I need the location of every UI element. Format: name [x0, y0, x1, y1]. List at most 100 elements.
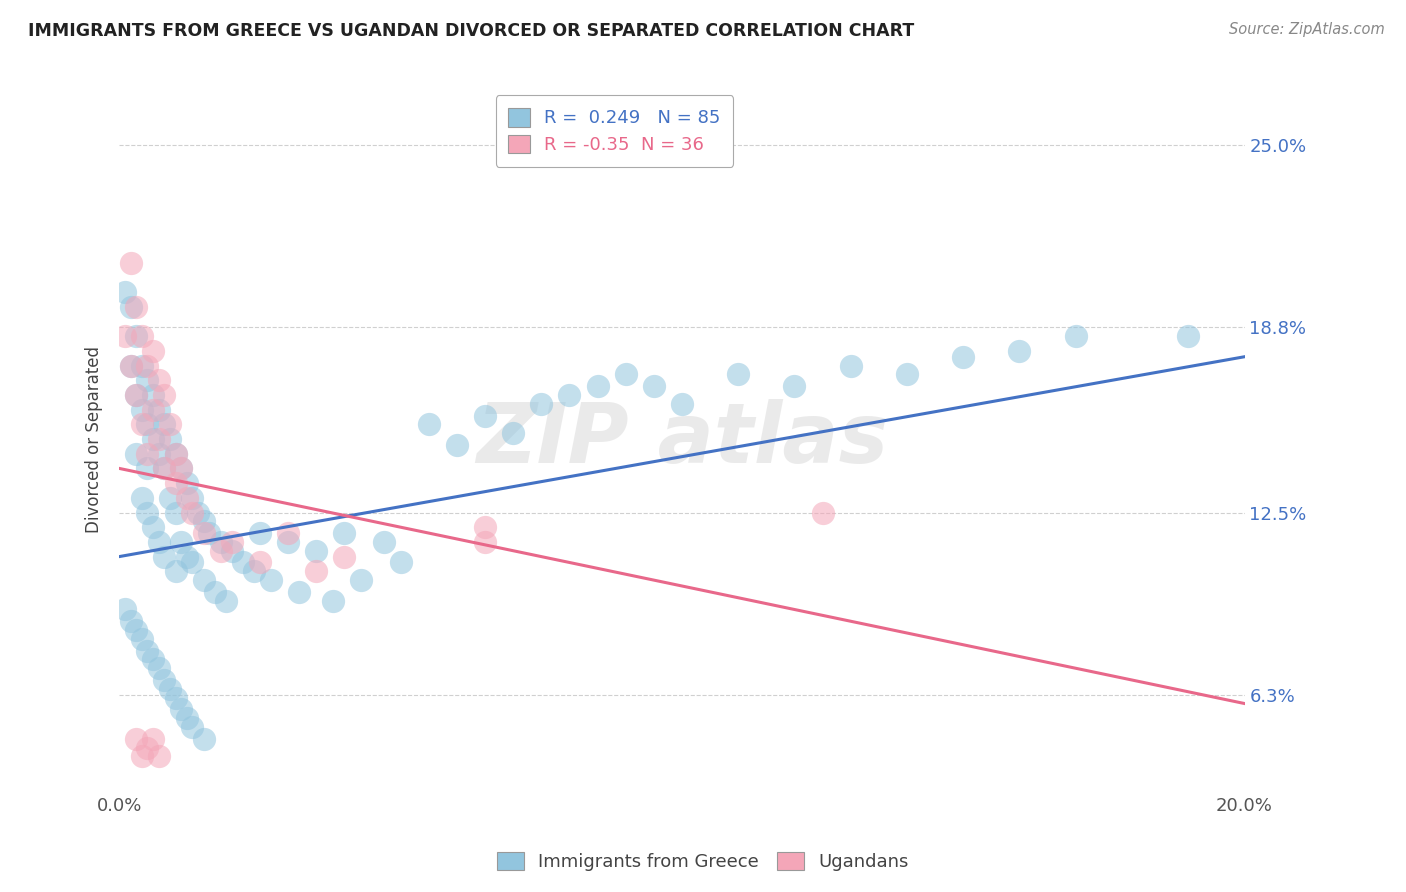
Point	[643, 379, 665, 393]
Point	[671, 397, 693, 411]
Point	[727, 368, 749, 382]
Point	[305, 543, 328, 558]
Point	[148, 373, 170, 387]
Point	[277, 526, 299, 541]
Point	[142, 652, 165, 666]
Point	[418, 417, 440, 432]
Point	[170, 461, 193, 475]
Point	[120, 359, 142, 373]
Point	[114, 329, 136, 343]
Point	[136, 506, 159, 520]
Point	[1177, 329, 1199, 343]
Point	[131, 749, 153, 764]
Point	[198, 526, 221, 541]
Point	[148, 535, 170, 549]
Point	[153, 417, 176, 432]
Point	[153, 549, 176, 564]
Point	[474, 409, 496, 423]
Point	[165, 447, 187, 461]
Point	[136, 417, 159, 432]
Point	[170, 535, 193, 549]
Point	[783, 379, 806, 393]
Point	[165, 447, 187, 461]
Point	[148, 749, 170, 764]
Point	[142, 731, 165, 746]
Point	[165, 690, 187, 705]
Point	[373, 535, 395, 549]
Point	[187, 506, 209, 520]
Point	[243, 564, 266, 578]
Point	[136, 447, 159, 461]
Point	[260, 573, 283, 587]
Point	[148, 402, 170, 417]
Point	[215, 593, 238, 607]
Point	[165, 506, 187, 520]
Point	[586, 379, 609, 393]
Point	[142, 388, 165, 402]
Point	[153, 461, 176, 475]
Point	[114, 285, 136, 299]
Point	[142, 520, 165, 534]
Point	[952, 350, 974, 364]
Point	[120, 614, 142, 628]
Point	[120, 256, 142, 270]
Point	[193, 731, 215, 746]
Point	[249, 556, 271, 570]
Point	[120, 359, 142, 373]
Point	[558, 388, 581, 402]
Point	[131, 329, 153, 343]
Point	[333, 549, 356, 564]
Point	[114, 602, 136, 616]
Point	[148, 432, 170, 446]
Point	[193, 526, 215, 541]
Point	[131, 359, 153, 373]
Point	[333, 526, 356, 541]
Point	[125, 623, 148, 637]
Point	[136, 461, 159, 475]
Point	[136, 740, 159, 755]
Point	[839, 359, 862, 373]
Point	[125, 731, 148, 746]
Point	[142, 343, 165, 358]
Legend: R =  0.249   N = 85, R = -0.35  N = 36: R = 0.249 N = 85, R = -0.35 N = 36	[495, 95, 734, 167]
Point	[136, 643, 159, 657]
Point	[305, 564, 328, 578]
Point	[131, 402, 153, 417]
Point	[277, 535, 299, 549]
Text: ZIP atlas: ZIP atlas	[475, 399, 889, 480]
Point	[288, 585, 311, 599]
Point	[176, 491, 198, 505]
Point	[232, 556, 254, 570]
Point	[209, 535, 232, 549]
Text: IMMIGRANTS FROM GREECE VS UGANDAN DIVORCED OR SEPARATED CORRELATION CHART: IMMIGRANTS FROM GREECE VS UGANDAN DIVORC…	[28, 22, 914, 40]
Point	[159, 432, 181, 446]
Point	[530, 397, 553, 411]
Point	[181, 491, 204, 505]
Point	[170, 461, 193, 475]
Point	[474, 520, 496, 534]
Point	[204, 585, 226, 599]
Point	[165, 564, 187, 578]
Point	[125, 300, 148, 314]
Point	[1064, 329, 1087, 343]
Point	[350, 573, 373, 587]
Point	[125, 447, 148, 461]
Point	[811, 506, 834, 520]
Text: Source: ZipAtlas.com: Source: ZipAtlas.com	[1229, 22, 1385, 37]
Point	[181, 556, 204, 570]
Point	[148, 447, 170, 461]
Point	[474, 535, 496, 549]
Point	[125, 388, 148, 402]
Point	[165, 476, 187, 491]
Point	[249, 526, 271, 541]
Point	[142, 432, 165, 446]
Point	[125, 388, 148, 402]
Point	[131, 491, 153, 505]
Point	[159, 491, 181, 505]
Point	[153, 388, 176, 402]
Point	[159, 417, 181, 432]
Point	[389, 556, 412, 570]
Point	[896, 368, 918, 382]
Point	[136, 373, 159, 387]
Y-axis label: Divorced or Separated: Divorced or Separated	[86, 345, 103, 533]
